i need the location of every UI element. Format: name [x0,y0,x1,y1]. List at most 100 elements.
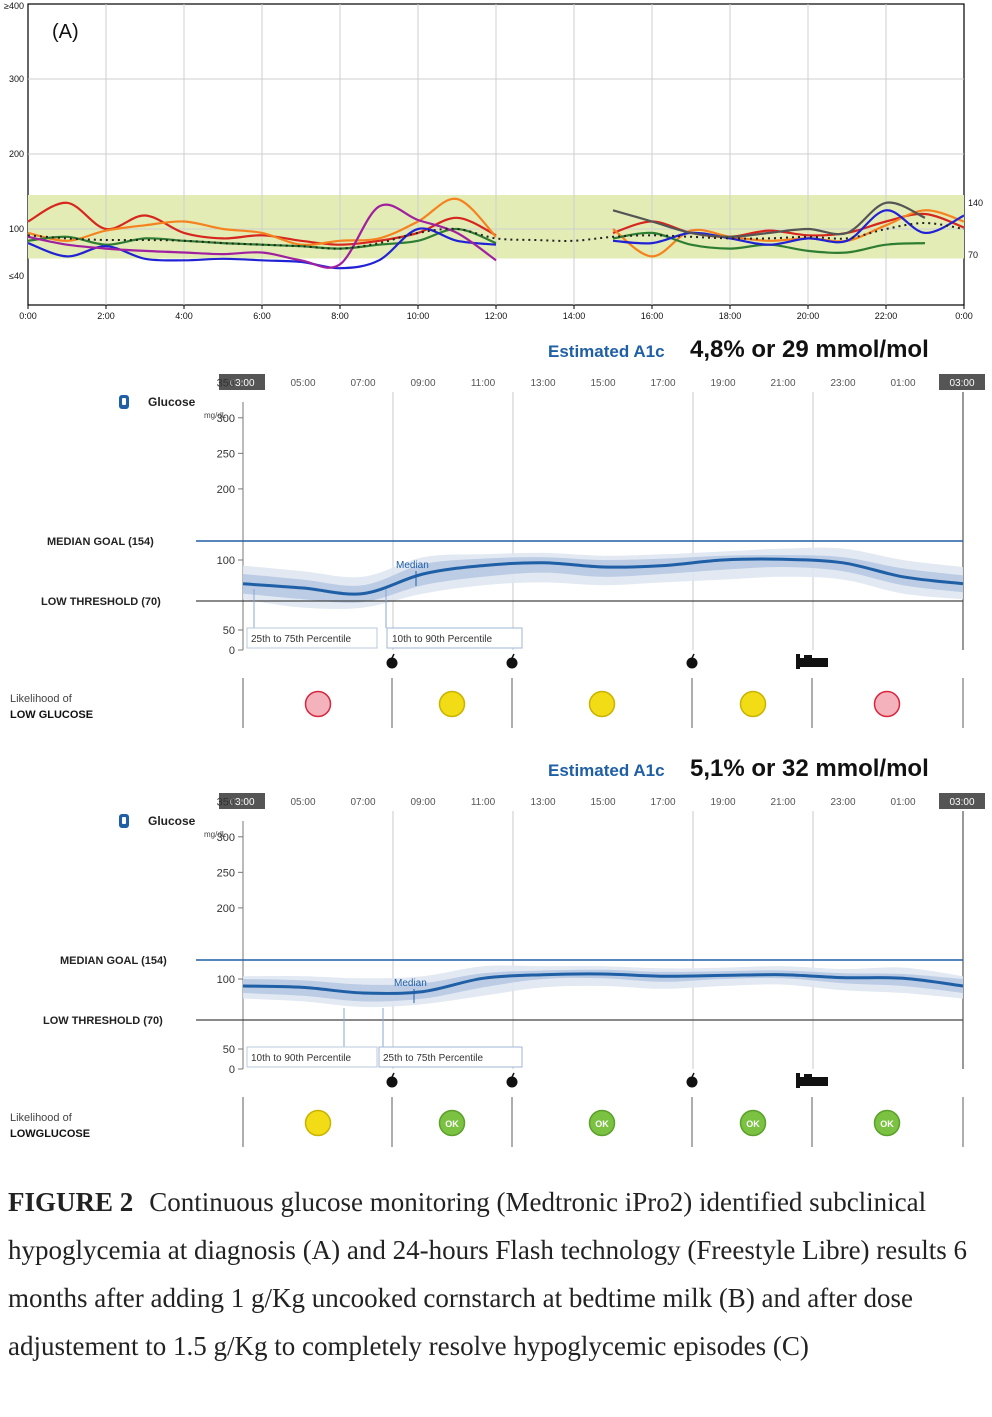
x-tick-label: 10:00 [407,311,430,321]
event-icons-b [386,653,828,669]
time-tick-label: 03:00 [949,797,974,808]
trace-purple [27,203,497,269]
likelihood-label-c: Likelihood of [10,1112,73,1124]
time-tick-label: 09:00 [410,378,435,389]
apple-icon [386,1076,398,1088]
y-tick-label: 200 [217,903,235,915]
time-tick-label: 05:00 [290,378,315,389]
percentile-bands-c [243,965,963,1008]
figure-caption-label: FIGURE 2 [8,1187,134,1217]
time-tick-label: 01:00 [890,378,915,389]
figure-caption: FIGURE 2 Continuous glucose monitoring (M… [8,1178,983,1370]
apple-icon-stem [691,653,695,659]
x-tick-label: 12:00 [485,311,508,321]
trace-darkgray [612,201,926,238]
x-tick-label: 6:00 [253,311,271,321]
y-tick-label: 250 [217,448,235,460]
panel-a-grid [28,4,964,305]
trace-orange [612,209,965,258]
median-label-c: Median [394,978,427,989]
median-label-b: Median [396,560,429,571]
glucose-legend-b: Glucose mg/dL [119,395,227,420]
time-tick-label: 13:00 [530,378,555,389]
trace-red [27,201,497,246]
time-tick-box [939,374,985,390]
likelihood-medium-indicator [438,690,466,718]
a1c-value-c: 5,1% or 32 mmol/mol [690,755,929,782]
apple-icon-stem [511,1072,515,1078]
y-tick-label: 50 [223,1044,235,1056]
time-tick-label: 11:00 [471,378,496,389]
likelihood-ok-indicator [873,1109,901,1137]
legend-box-left-text-b: 25th to 75th Percentile [251,634,352,645]
time-tick-label: 17:00 [650,797,675,808]
time-tick-label: 19:00 [710,378,735,389]
likelihood-indicator-text: OK [746,1119,760,1129]
likelihood-ok-indicator [739,1109,767,1137]
time-tick-label: 15:00 [590,797,615,808]
figure-canvas: 0:00 2:00 4:00 6:00 8:00 10:00 12:00 14:00 16:00… [4,1,985,1147]
legend-box-right-c [378,1046,523,1068]
panel-a-x-ticks: 0:00 2:00 4:00 6:00 8:00 10:00 12:00 14:00 16:00… [19,305,973,321]
legend-box-left-b [246,627,378,649]
y-tick-label: 100 [9,224,24,234]
x-tick-label: 0:00 [19,311,37,321]
trace-blue [27,227,497,270]
apple-icon [686,1076,698,1088]
time-tick-label: 23:00 [830,797,855,808]
x-tick-label: 8:00 [331,311,349,321]
bed-icon [796,658,828,667]
legend-box-left-c [246,1046,378,1068]
time-tick-label: 23:00 [830,378,855,389]
glucose-legend-c: Glucose mg/dL [119,814,227,839]
apple-icon [506,1076,518,1088]
sensor-icon-window [122,398,126,405]
likelihood-medium-indicator [304,1109,332,1137]
x-tick-label: 2:00 [97,311,115,321]
time-tick-label: 03:00 [229,797,254,808]
y-tick-label: 300 [217,413,235,425]
a1c-label-b: Estimated A1c [548,342,665,361]
likelihood-high-indicator [873,690,901,718]
event-icons-c [386,1072,828,1088]
panel-b: Estimated A1c 4,8% or 29 mmol/mol 03:00 0… [10,336,985,728]
y-ticks-c: 0 50 100 200 250 300 350 [217,796,243,1076]
time-tick-label: 21:00 [770,797,795,808]
day-part-lines-c [392,811,814,1069]
legend-box-right-text-b: 10th to 90th Percentile [392,634,493,645]
trace-orange [27,197,497,247]
x-tick-label: 0:00 [955,311,973,321]
median-curve-c [242,972,964,996]
bed-icon-pillow [804,1074,812,1078]
panel-a-glucose-traces [27,197,965,270]
legend-box-right-b [386,627,523,649]
time-axis-c: 03:00 05:00 07:00 09:00 11:00 13:00 15:00 17:00… [219,793,985,809]
glucose-unit-b: mg/dL [204,411,227,420]
likelihood-medium-indicator [739,690,767,718]
median-curve-b [242,557,964,596]
panel-a-label: (A) [52,21,79,43]
apple-icon-stem [391,653,395,659]
apple-icon [686,657,698,669]
x-tick-label: 22:00 [875,311,898,321]
likelihood-label-b: Likelihood of [10,693,73,705]
time-tick-label: 19:00 [710,797,735,808]
time-tick-label: 17:00 [650,378,675,389]
bed-icon-headboard [796,1073,800,1088]
y-tick-label: 0 [229,645,235,657]
x-tick-label: 16:00 [641,311,664,321]
time-tick-label: 21:00 [770,378,795,389]
likelihood-ok-indicator [588,1109,616,1137]
right-tick-label: 70 [968,250,978,260]
likelihood-medium-indicator [588,690,616,718]
time-tick-label: 03:00 [229,378,254,389]
likelihood-ok-indicator [438,1109,466,1137]
percentile-bands-b [243,547,963,610]
time-tick-label: 15:00 [590,378,615,389]
figure-caption-text: Continuous glucose monitoring (Medtronic… [8,1187,968,1361]
likelihood-indicator-text: OK [445,1119,459,1129]
panel-a-y-ticks: ≤40 100 200 300 ≥400 70 140 [4,1,983,281]
legend-box-right-text-c: 25th to 75th Percentile [383,1053,484,1064]
x-tick-label: 4:00 [175,311,193,321]
time-tick-label: 09:00 [410,797,435,808]
